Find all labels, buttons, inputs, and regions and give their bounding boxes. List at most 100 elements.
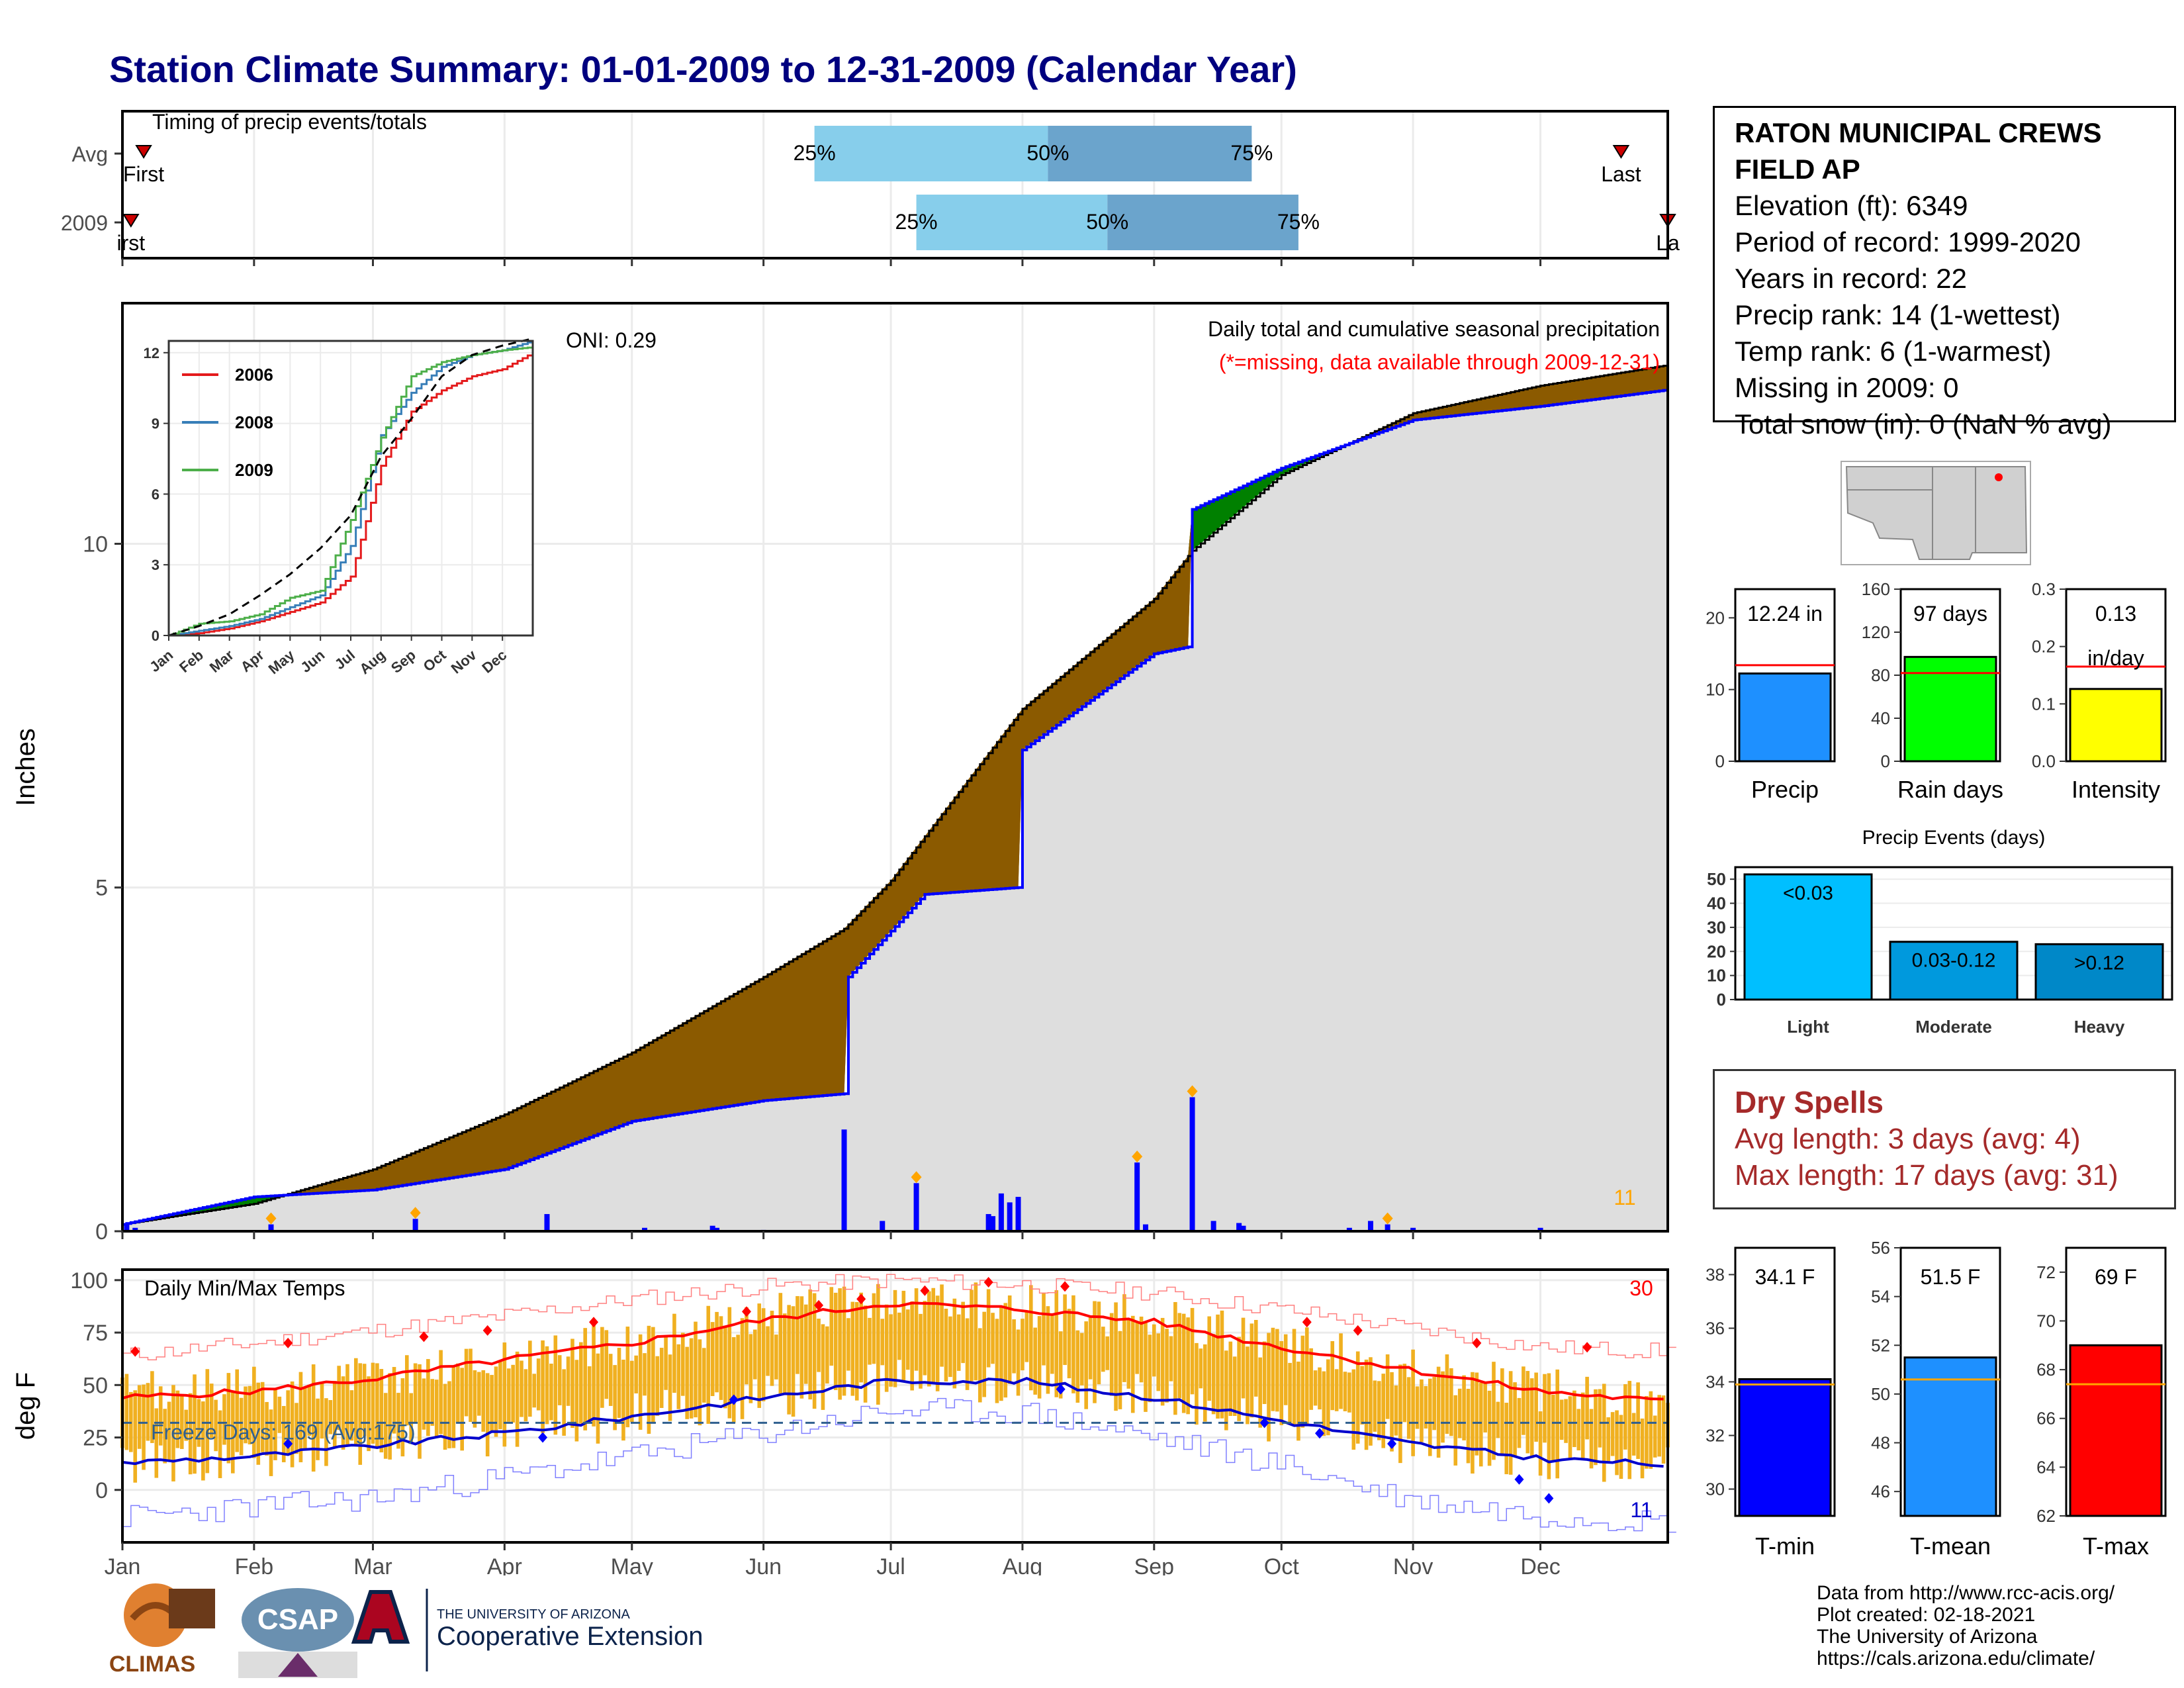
temp-daily-bar xyxy=(269,1409,273,1476)
temp-daily-bar xyxy=(1631,1413,1636,1456)
precip-ytick-label: 10 xyxy=(83,532,108,557)
summary-ytick-label: 20 xyxy=(1706,608,1725,628)
temp-summary-value: 34.1 F xyxy=(1755,1265,1815,1289)
temp-daily-bar xyxy=(1186,1317,1190,1415)
precip-daily-bar xyxy=(1189,1097,1195,1231)
temp-daily-bar xyxy=(142,1384,146,1470)
temp-daily-bar xyxy=(1657,1395,1661,1457)
timing-frame xyxy=(121,110,1669,259)
dry-spells-max: Max length: 17 days (avg: 31) xyxy=(1735,1159,2118,1192)
timing-pct-label: 75% xyxy=(1230,141,1273,165)
temp-daily-bar xyxy=(1645,1395,1649,1469)
temp-cold-count: 11 xyxy=(1630,1498,1652,1522)
summary-ytick-label: 40 xyxy=(1871,708,1890,728)
precip-observed-line xyxy=(122,389,1669,1226)
summary-ytick-label: 0 xyxy=(1715,751,1725,771)
temp-daily-bar xyxy=(736,1335,740,1401)
summary-value-text: 97 days xyxy=(1913,602,1987,626)
temp-daily-bar xyxy=(506,1368,511,1422)
timing-first-marker xyxy=(135,145,152,159)
temp-daily-bar xyxy=(383,1393,388,1459)
temp-daily-bar xyxy=(260,1382,265,1452)
temp-summary-ytick-label: 46 xyxy=(1871,1481,1890,1501)
month-label: Jun xyxy=(745,1554,782,1575)
temp-summary-bar-t-min xyxy=(1738,1378,1832,1517)
summary-ytick-label: 0.3 xyxy=(2032,579,2056,599)
temp-daily-bar xyxy=(1304,1327,1309,1425)
timing-first-label: irst xyxy=(117,231,146,255)
temp-daily-bar xyxy=(799,1296,804,1399)
timing-pct-label: 50% xyxy=(1026,141,1069,165)
precip-daily-bar xyxy=(841,1129,847,1231)
temp-daily-bar xyxy=(740,1318,745,1419)
events-bar-heavy xyxy=(2034,943,2164,1001)
temp-daily-bar xyxy=(1088,1315,1093,1380)
temp-daily-bar xyxy=(1360,1366,1364,1425)
precip-daily-bar xyxy=(1015,1197,1021,1231)
temp-summary-ytick-label: 66 xyxy=(2036,1409,2056,1429)
temp-daily-bar xyxy=(367,1376,371,1452)
temp-daily-bar xyxy=(1135,1321,1139,1374)
temp-daily-bar xyxy=(1262,1341,1267,1405)
temp-daily-bar xyxy=(1653,1415,1657,1458)
temp-daily-bar xyxy=(608,1354,613,1406)
temp-daily-bar xyxy=(1181,1313,1186,1413)
temp-daily-bar xyxy=(1173,1301,1177,1415)
temp-daily-bar xyxy=(332,1381,337,1447)
temp-daily-bar xyxy=(1610,1412,1615,1456)
temp-daily-bar xyxy=(1093,1301,1097,1403)
temp-daily-bar xyxy=(375,1363,379,1448)
climas-logo-text: CLIMAS xyxy=(109,1652,195,1677)
temp-daily-bar xyxy=(1555,1369,1560,1479)
temp-daily-bar xyxy=(1148,1335,1152,1403)
temp-daily-bar xyxy=(146,1383,150,1441)
precip-daily-bar xyxy=(544,1214,550,1231)
temp-summary-ytick-label: 64 xyxy=(2036,1457,2056,1477)
temp-daily-bar xyxy=(868,1317,872,1365)
station-missing: Missing in 2009: 0 xyxy=(1735,372,1959,403)
summary-bar-label: Precip xyxy=(1751,776,1819,803)
summary-bar-rain-days xyxy=(1903,655,1997,763)
temp-daily-bar xyxy=(1580,1392,1585,1459)
summary-value-text: 0.13 xyxy=(2095,602,2136,626)
temp-daily-bar xyxy=(324,1398,328,1466)
temp-daily-bar xyxy=(1250,1323,1254,1418)
temp-hot-count: 30 xyxy=(1629,1276,1653,1300)
temp-summary-ytick-label: 56 xyxy=(1871,1238,1890,1258)
temp-daily-bar xyxy=(689,1338,694,1419)
temp-daily-bar xyxy=(193,1374,197,1474)
temp-daily-bar xyxy=(1534,1372,1538,1442)
temp-daily-bar xyxy=(617,1348,621,1419)
temp-daily-bar xyxy=(1122,1294,1126,1382)
events-ytick-label: 0 xyxy=(1717,990,1726,1009)
precip-frame xyxy=(121,302,1669,1233)
temp-ytick-label: 50 xyxy=(83,1373,108,1398)
temp-daily-bar xyxy=(1071,1295,1075,1393)
temp-daily-bar xyxy=(498,1361,502,1429)
temp-daily-bar xyxy=(1428,1378,1432,1456)
temp-daily-bar xyxy=(893,1289,897,1387)
temp-daily-bar xyxy=(541,1340,545,1434)
temp-daily-bar xyxy=(481,1370,486,1432)
station-precip-rank: Precip rank: 14 (1-wettest) xyxy=(1735,299,2061,330)
precip-daily-bar xyxy=(1537,1227,1543,1231)
precip-highlight-marker xyxy=(265,1212,277,1225)
temp-daily-bar xyxy=(1007,1295,1012,1384)
temp-daily-bar xyxy=(803,1304,808,1384)
temp-record-min-line xyxy=(122,1397,1676,1533)
month-label: Jul xyxy=(876,1554,905,1575)
temp-daily-bar xyxy=(1339,1333,1343,1409)
temp-daily-bar xyxy=(248,1385,252,1444)
temp-daily-bar xyxy=(443,1383,447,1450)
precip-daily-bar xyxy=(268,1224,274,1231)
station-years: Years in record: 22 xyxy=(1735,263,1967,294)
events-ytick-label: 30 xyxy=(1707,917,1726,937)
credits-line2: Plot created: 02-18-2021 xyxy=(1817,1604,2036,1626)
inset-series-2006 xyxy=(169,352,534,637)
temp-daily-bar xyxy=(965,1318,970,1390)
precip-highlight-marker xyxy=(1382,1212,1393,1225)
temp-daily-bar xyxy=(566,1356,570,1406)
temp-daily-bar xyxy=(252,1366,256,1458)
events-title: Precip Events (days) xyxy=(1862,827,2046,849)
temp-daily-bar xyxy=(651,1327,655,1423)
